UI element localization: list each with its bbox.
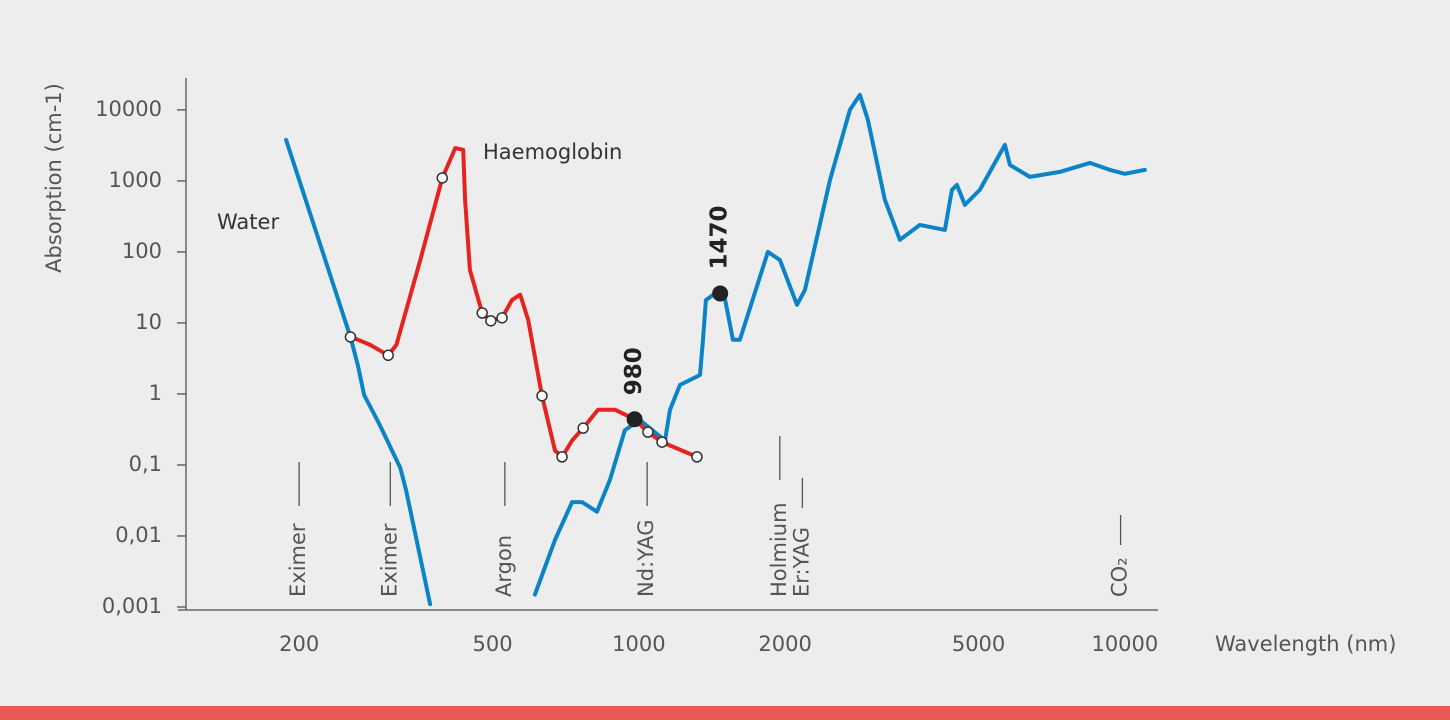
point-marker [436, 172, 449, 184]
series-label: Haemoglobin [483, 140, 622, 164]
x-axis-title: Wavelength (nm) [1215, 632, 1396, 656]
y-tick-label: 1 [149, 381, 162, 405]
laser-label: Nd:YAG [634, 519, 658, 597]
point-marker [656, 436, 668, 448]
footer-bar [0, 706, 1450, 720]
point-marker [496, 312, 508, 324]
y-axis-title: Absorption (cm-1) [42, 83, 66, 273]
x-tick-label: 1000 [612, 632, 665, 656]
y-tick-label: 1000 [109, 168, 162, 192]
highlight-point [712, 285, 729, 302]
x-tick-label: 10000 [1091, 632, 1158, 656]
highlight-label: 1470 [707, 205, 733, 269]
point-marker [536, 390, 548, 402]
laser-label: Er:YAG [789, 527, 813, 597]
point-marker [691, 451, 703, 463]
y-tick-label: 0,001 [102, 594, 162, 618]
point-marker [642, 426, 654, 438]
laser-label: Argon [492, 535, 516, 597]
laser-label: Eximer [286, 523, 310, 597]
x-tick-label: 200 [279, 632, 319, 656]
point-marker [556, 451, 568, 463]
y-tick-label: 100 [122, 239, 162, 263]
series-label: Water [217, 210, 279, 234]
point-marker [577, 422, 589, 434]
point-marker [476, 307, 488, 319]
laser-label: CO₂ [1108, 557, 1132, 597]
x-tick-label: 500 [473, 632, 513, 656]
point-marker [382, 349, 394, 362]
y-tick-label: 10000 [95, 97, 162, 121]
x-tick-label: 2000 [758, 632, 811, 656]
series-line [348, 146, 699, 459]
highlight-label: 980 [621, 347, 647, 395]
laser-label: Eximer [377, 523, 401, 597]
highlight-point [626, 411, 643, 428]
laser-label: Holmium [767, 502, 791, 597]
point-marker [344, 331, 357, 343]
point-marker [485, 315, 497, 327]
y-tick-label: 10 [135, 310, 162, 334]
x-tick-label: 5000 [952, 632, 1005, 656]
y-tick-label: 0,01 [115, 523, 162, 547]
y-tick-label: 0,1 [129, 452, 162, 476]
